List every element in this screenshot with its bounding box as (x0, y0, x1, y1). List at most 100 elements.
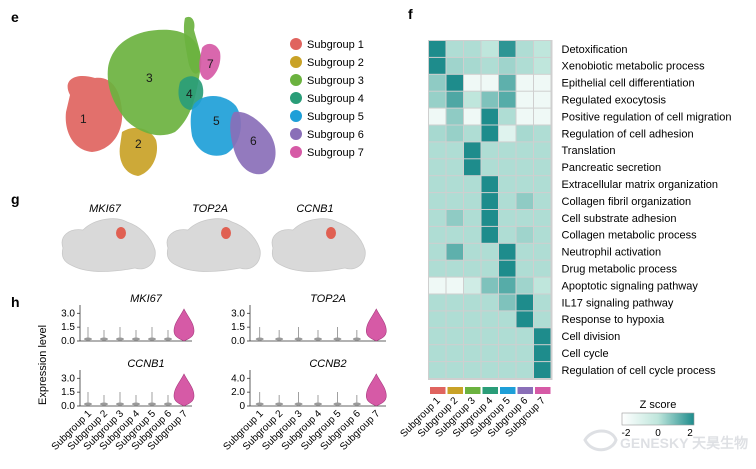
feature-plot-title: TOP2A (192, 203, 228, 215)
heatmap-cell (481, 243, 498, 260)
violin-tick-label: 2.0 (231, 387, 245, 398)
feature-plot-highlight (326, 227, 336, 239)
heatmap-cell (464, 74, 481, 91)
zscore-legend: Z score -2 0 2 (622, 399, 695, 439)
heatmap-cell (446, 328, 463, 345)
violin-body (132, 402, 140, 406)
violin-tick-label: 1.5 (61, 387, 75, 398)
cluster-6-region (230, 111, 276, 175)
violin-body (352, 337, 361, 341)
heatmap-cell (534, 277, 551, 294)
heatmap-cell (464, 142, 481, 159)
heatmap-cell (429, 74, 446, 91)
heatmap-column-color (500, 387, 516, 394)
heatmap-cell (429, 345, 446, 362)
heatmap-row-label: Xenobiotic metabolic process (562, 61, 706, 73)
heatmap-column-color (465, 387, 481, 394)
violin-body (255, 337, 264, 341)
heatmap-column-color (430, 387, 446, 394)
violin-body (148, 402, 156, 406)
violin-body (148, 337, 156, 341)
heatmap-cell (516, 57, 533, 74)
heatmap-cell (429, 226, 446, 243)
violin-body-subgroup-7 (173, 373, 195, 407)
heatmap-cell (499, 294, 516, 311)
heatmap-row-label: IL17 signaling pathway (562, 297, 674, 309)
violin-body (294, 337, 303, 341)
heatmap-cell (481, 74, 498, 91)
heatmap-cell (429, 176, 446, 193)
violin-ylabel: Expression level (37, 325, 49, 405)
heatmap-cell (464, 345, 481, 362)
heatmap-row-label: Cell division (562, 331, 621, 343)
violin-plots: MKI67 0.0 1.5 3.0 TOP2A 0.0 1.5 3.0 CCNB1 0.0 1.5 3… (50, 293, 387, 453)
heatmap-cell (446, 260, 463, 277)
cluster-5-region (190, 95, 241, 156)
violin-tick-label: 3.0 (61, 308, 75, 319)
legend-swatch (290, 56, 302, 68)
violin-tick-label: 0.0 (231, 336, 245, 347)
tsne-plot: 1 2 3 4 5 6 7 (65, 16, 276, 176)
heatmap-cell (429, 193, 446, 209)
legend-label: Subgroup 6 (307, 129, 364, 141)
violin-body (100, 337, 108, 341)
violin-body (275, 337, 284, 341)
heatmap-cell (499, 108, 516, 125)
violin-body (275, 402, 284, 406)
heatmap-row-label: Extracellular matrix organization (562, 179, 719, 191)
heatmap-cell (534, 41, 551, 57)
heatmap-row-label: Neutrophil activation (562, 247, 662, 259)
heatmap-cell (446, 362, 463, 378)
feature-plot-highlight (221, 227, 231, 239)
heatmap-cell (446, 74, 463, 91)
heatmap-cell (464, 311, 481, 328)
heatmap-cell (446, 193, 463, 209)
heatmap-row-label: Apoptotic signaling pathway (562, 280, 699, 292)
heatmap-cell (499, 41, 516, 57)
violin-body (84, 402, 92, 406)
violin-body (100, 402, 108, 406)
heatmap-cell (516, 74, 533, 91)
heatmap-cell (499, 91, 516, 108)
feature-plot-highlight (116, 227, 126, 239)
violin-body (333, 402, 342, 406)
heatmap-cell (429, 159, 446, 176)
legend-swatch (290, 128, 302, 140)
legend-label: Subgroup 4 (307, 93, 364, 105)
heatmap-cell (534, 125, 551, 142)
cluster-label-2: 2 (135, 137, 142, 151)
legend-label: Subgroup 7 (307, 147, 364, 159)
heatmap-cell (534, 362, 551, 378)
heatmap-cell (499, 57, 516, 74)
heatmap-cell (464, 125, 481, 142)
heatmap-cell (499, 210, 516, 226)
heatmap-cell (534, 260, 551, 277)
heatmap-cell (429, 277, 446, 294)
heatmap-cell (446, 159, 463, 176)
violin-body (164, 337, 172, 341)
heatmap-cell (481, 226, 498, 243)
heatmap-cell (481, 277, 498, 294)
heatmap-cell (516, 277, 533, 294)
heatmap-cell (446, 277, 463, 294)
heatmap-cell (516, 41, 533, 57)
violin-tick-label: 4.0 (231, 373, 245, 384)
heatmap-row-label: Epithelial cell differentiation (562, 78, 695, 90)
heatmap-row-label: Positive regulation of cell migration (562, 111, 732, 123)
violin-body (164, 402, 172, 406)
heatmap-cell (499, 260, 516, 277)
heatmap-row-label: Cell substrate adhesion (562, 213, 677, 225)
violin-body-subgroup-7 (365, 373, 387, 407)
legend-swatch (290, 146, 302, 158)
heatmap-cell (534, 57, 551, 74)
heatmap-cell (446, 41, 463, 57)
violin-body (255, 402, 264, 406)
heatmap-cell (499, 311, 516, 328)
heatmap-cell (534, 294, 551, 311)
heatmap-cell (481, 159, 498, 176)
heatmap-cell (516, 193, 533, 209)
heatmap-cell (464, 362, 481, 378)
heatmap-cell (429, 108, 446, 125)
